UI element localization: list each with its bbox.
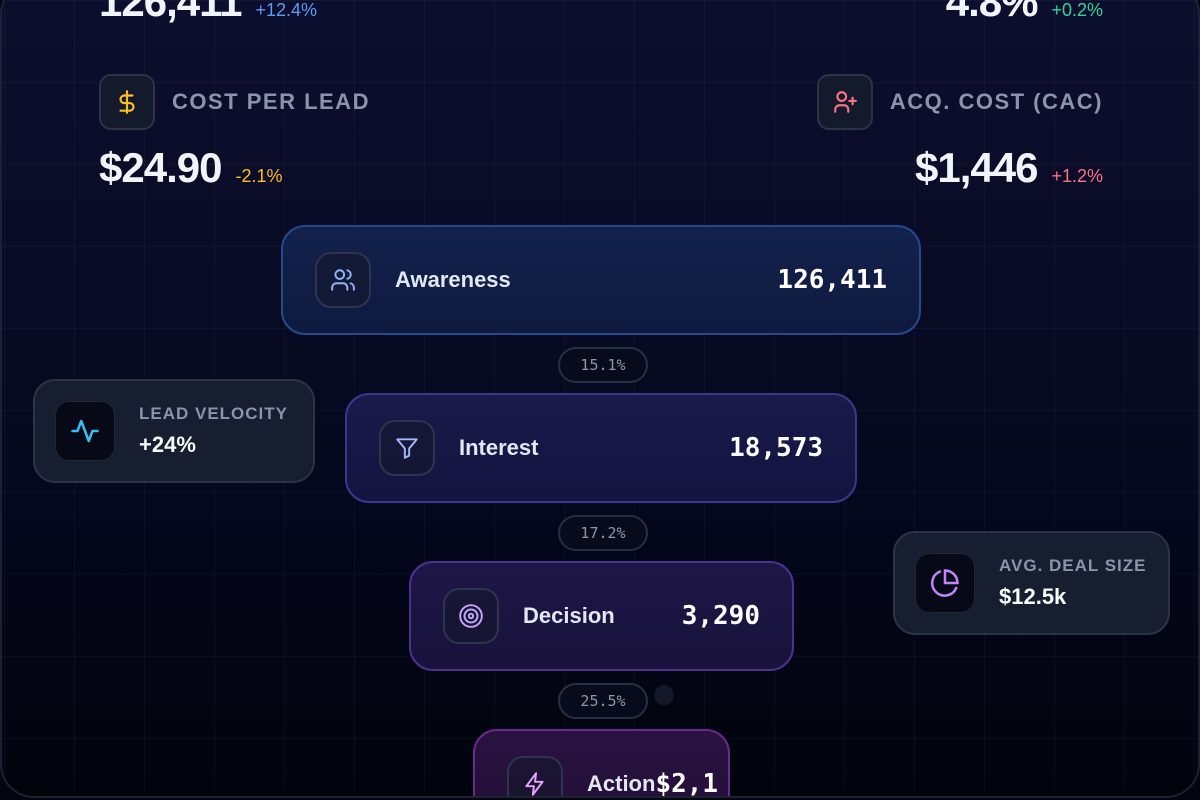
stat-cost-per-lead: COST PER LEAD $24.90 -2.1% xyxy=(99,74,370,192)
conversion-rate-pill: 17.2% xyxy=(558,515,648,551)
dollar-icon xyxy=(99,74,155,130)
stat-value: 126,411 xyxy=(99,0,243,25)
pie-chart-icon xyxy=(915,553,975,613)
stat-label: COST PER LEAD xyxy=(172,89,370,114)
card-label: AVG. DEAL SIZE xyxy=(999,556,1147,575)
target-icon xyxy=(443,588,499,644)
stat-value: 4.8% xyxy=(945,0,1039,25)
stage-name: Interest xyxy=(459,435,539,460)
card-lead-velocity: LEAD VELOCITY +24% xyxy=(33,379,315,483)
indicator-dot xyxy=(654,685,674,705)
stage-value: 18,573 xyxy=(729,433,823,463)
stat-acq-cost: ACQ. COST (CAC) $1,446 +1.2% xyxy=(816,74,1103,192)
stage-name: Awareness xyxy=(395,267,511,292)
activity-icon xyxy=(55,401,115,461)
funnel-stage-interest[interactable]: Interest 18,573 xyxy=(345,393,857,503)
stat-delta: +1.2% xyxy=(1051,166,1103,186)
card-avg-deal-size: AVG. DEAL SIZE $12.5k xyxy=(893,531,1170,635)
stat-value: $24.90 xyxy=(99,144,222,191)
stat-total-leads: 126,411 +12.4% xyxy=(99,0,317,26)
conversion-rate-pill: 15.1% xyxy=(558,347,648,383)
stat-delta: +12.4% xyxy=(255,0,318,20)
stat-value: $1,446 xyxy=(914,144,1038,191)
stage-value: 3,290 xyxy=(681,601,760,631)
stage-value: $2,1 xyxy=(655,769,719,798)
lightning-icon xyxy=(507,756,563,796)
user-plus-icon xyxy=(816,74,873,130)
funnel-stage-decision[interactable]: Decision 3,290 xyxy=(409,561,794,671)
stage-value: 126,411 xyxy=(777,265,887,295)
conversion-rate-pill: 25.5% xyxy=(558,683,648,719)
funnel-stage-awareness[interactable]: Awareness 126,411 xyxy=(281,225,921,335)
filter-icon xyxy=(379,420,435,476)
stage-name: Action xyxy=(587,771,656,796)
card-value: +24% xyxy=(139,432,196,457)
card-label: LEAD VELOCITY xyxy=(139,404,289,423)
stat-delta: +0.2% xyxy=(1051,0,1103,20)
stage-name: Decision xyxy=(523,603,615,628)
stat-delta: -2.1% xyxy=(235,166,283,186)
funnel-stage-action[interactable]: Action $2,1 xyxy=(473,729,730,798)
card-value: $12.5k xyxy=(999,584,1067,609)
users-icon xyxy=(315,252,371,308)
stat-label: ACQ. COST (CAC) xyxy=(889,89,1103,114)
stat-conversion-rate: 4.8% +0.2% xyxy=(946,0,1103,26)
